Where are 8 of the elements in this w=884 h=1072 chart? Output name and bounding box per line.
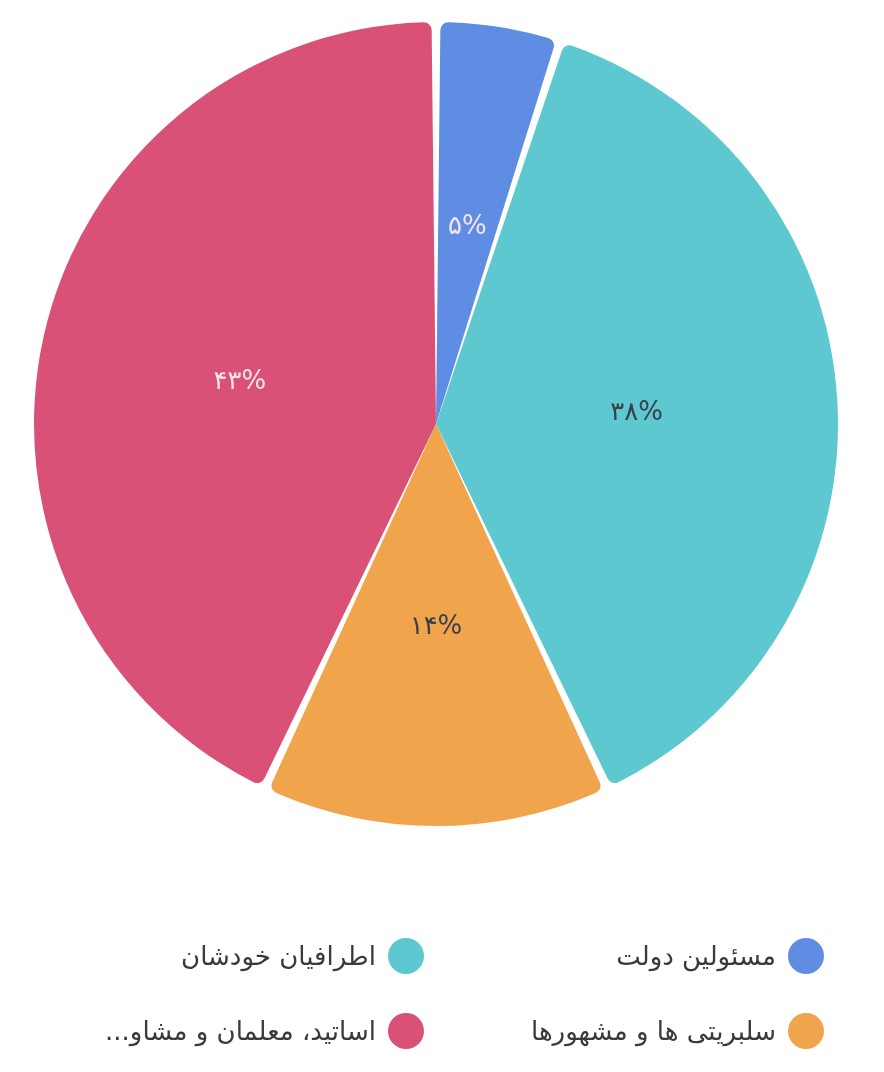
legend-label: مسئولین دولت xyxy=(616,941,776,972)
legend-label: اساتید، معلمان و مشاو... xyxy=(105,1016,376,1047)
data-label: ۱۴% xyxy=(409,610,463,640)
data-label: ۵% xyxy=(448,210,487,241)
data-label: ۳۸% xyxy=(610,396,663,427)
legend-label: سلبریتی ها و مشهورها xyxy=(530,1016,776,1047)
data-label: ۴۳% xyxy=(213,365,267,396)
legend-label: اطرافیان خودشان xyxy=(181,941,376,972)
